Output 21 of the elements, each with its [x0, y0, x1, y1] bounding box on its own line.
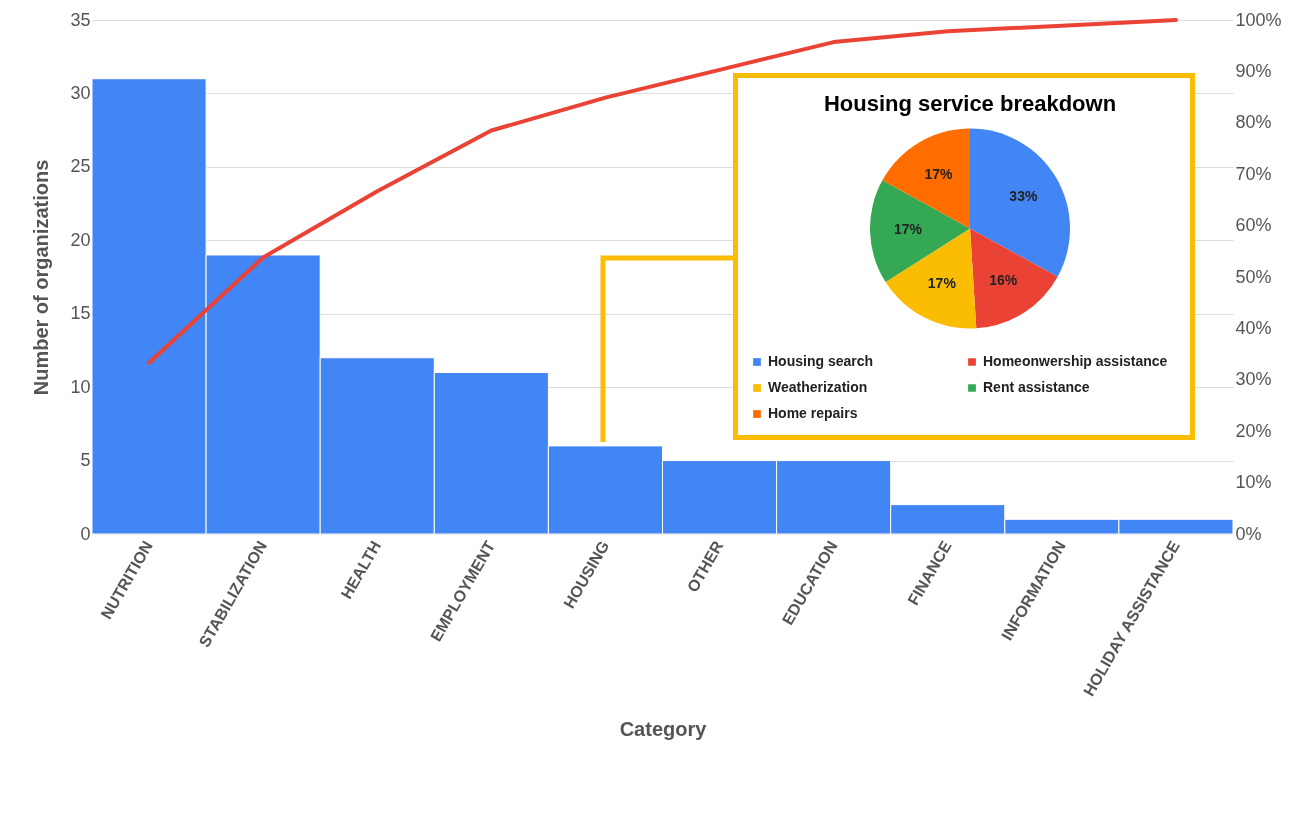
y2-tick-label: 80% [1235, 112, 1272, 133]
y2-tick-label: 10% [1235, 472, 1272, 493]
y2-tick-label: 70% [1235, 163, 1272, 184]
y-axis-title: Number of organizations [30, 159, 53, 396]
y2-tick-label: 60% [1235, 215, 1272, 236]
y-tick-label: 15 [70, 303, 91, 324]
y-tick-label: 35 [70, 9, 91, 30]
y2-tick-label: 40% [1235, 317, 1272, 338]
y-tick-label: 0 [80, 523, 91, 544]
y-tick-label: 5 [80, 450, 91, 471]
y2-tick-label: 100% [1235, 9, 1282, 30]
y2-tick-label: 20% [1235, 420, 1272, 441]
y2-tick-label: 90% [1235, 60, 1272, 81]
y-tick-label: 30 [70, 82, 91, 103]
y-tick-label: 20 [70, 229, 91, 250]
y2-tick-label: 0% [1235, 523, 1262, 544]
x-axis-title: Category [619, 717, 708, 740]
y2-tick-label: 30% [1235, 369, 1272, 390]
y-tick-label: 10 [70, 376, 91, 397]
y-tick-label: 25 [70, 156, 91, 177]
y2-tick-label: 50% [1235, 266, 1272, 287]
